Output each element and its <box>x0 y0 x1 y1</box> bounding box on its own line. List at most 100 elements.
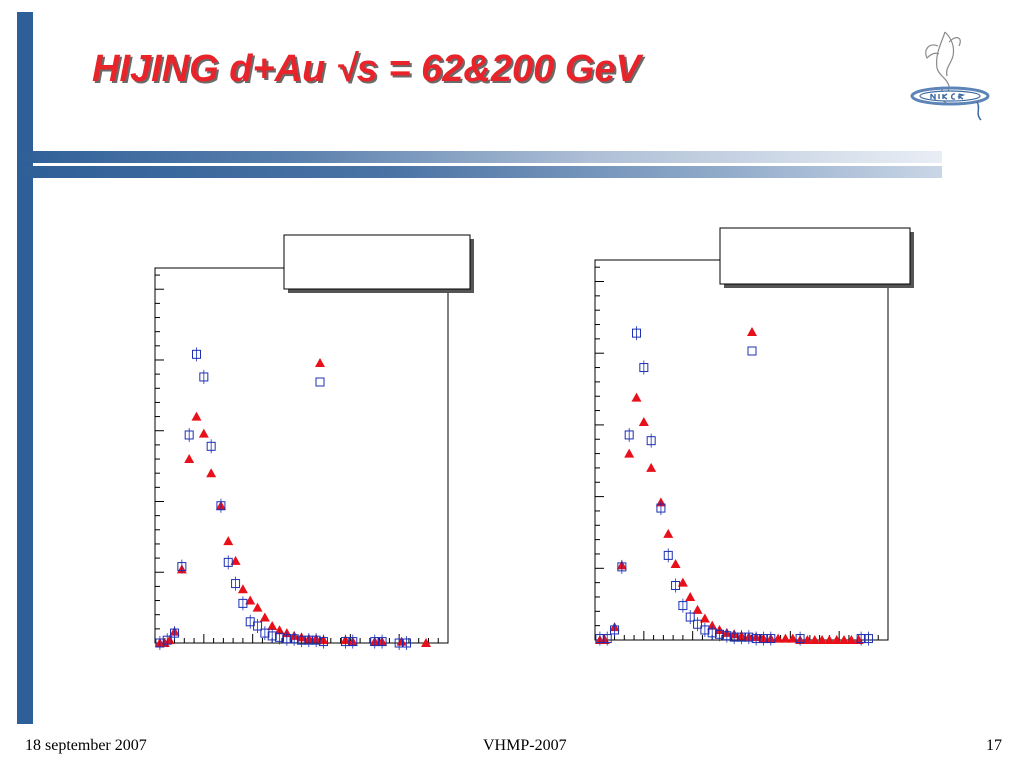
data-point-62gev <box>678 601 688 611</box>
data-point-200gev <box>237 584 248 594</box>
data-point-62gev <box>758 634 768 644</box>
data-point-62gev <box>206 441 216 451</box>
slide-title: HIJING d+Au √s = 62&200 GeV <box>92 48 641 90</box>
footer-page-number: 17 <box>986 737 1002 754</box>
data-point-62gev <box>685 612 695 622</box>
legend <box>747 327 757 356</box>
data-point-62gev <box>348 637 358 647</box>
data-point-200gev <box>184 454 195 464</box>
data-point-62gev <box>693 619 703 629</box>
data-point-62gev <box>238 598 248 608</box>
data-point-62gev <box>370 637 380 647</box>
data-point-200gev <box>685 591 696 601</box>
data-point-200gev <box>773 633 784 643</box>
left-accent-bar <box>17 12 33 724</box>
data-point-62gev <box>253 621 263 631</box>
y-axis <box>595 266 604 641</box>
institution-logo <box>910 31 990 121</box>
data-point-62gev <box>663 550 673 560</box>
legend-marker-square <box>315 377 325 387</box>
title-box <box>719 227 911 285</box>
data-point-200gev <box>206 468 217 478</box>
plot-frame <box>154 267 449 644</box>
data-point-62gev <box>656 503 666 513</box>
data-point-200gev <box>802 635 813 644</box>
data-point-62gev <box>394 638 404 648</box>
data-point-200gev <box>252 602 263 612</box>
orbit-ring <box>910 86 990 106</box>
data-point-200gev <box>780 633 791 643</box>
data-point-62gev <box>267 631 277 641</box>
footer-date: 18 september 2007 <box>25 737 147 754</box>
data-point-62gev <box>170 628 180 638</box>
data-point-200gev <box>624 448 635 458</box>
data-point-62gev <box>297 635 306 645</box>
data-point-62gev <box>304 635 314 645</box>
data-point-62gev <box>610 625 620 635</box>
data-point-62gev <box>856 634 866 644</box>
data-point-200gev <box>670 559 681 568</box>
data-point-62gev <box>177 562 187 572</box>
data-point-200gev <box>638 417 649 427</box>
data-point-62gev <box>715 629 725 639</box>
data-point-200gev <box>809 635 820 644</box>
data-point-62gev <box>639 363 649 373</box>
data-point-200gev <box>198 428 209 438</box>
data-point-200gev <box>787 633 798 643</box>
data-point-200gev <box>839 635 850 644</box>
chart-svg <box>594 227 914 646</box>
series-1 <box>155 347 411 650</box>
data-point-62gev <box>624 430 634 440</box>
data-point-200gev <box>267 621 278 631</box>
data-point-62gev <box>199 372 209 382</box>
data-point-62gev <box>282 634 292 644</box>
data-point-200gev <box>699 613 710 623</box>
data-point-200gev <box>230 555 241 565</box>
header-divider-bottom <box>17 166 942 178</box>
data-point-200gev <box>259 612 270 622</box>
data-point-62gev <box>737 632 746 642</box>
data-point-62gev <box>632 328 642 338</box>
data-point-62gev <box>595 634 605 644</box>
data-point-62gev <box>155 638 165 648</box>
header-divider-top <box>17 151 942 163</box>
data-point-200gev <box>646 462 657 472</box>
data-point-200gev <box>631 392 642 402</box>
data-point-62gev <box>700 625 710 635</box>
legend <box>315 358 325 387</box>
data-point-200gev <box>707 620 718 630</box>
data-point-200gev <box>663 528 674 538</box>
data-point-62gev <box>275 632 285 642</box>
logo-lettering <box>930 93 966 101</box>
data-point-62gev <box>795 634 805 644</box>
data-point-200gev <box>824 635 835 644</box>
data-point-62gev <box>377 637 387 647</box>
data-point-62gev <box>751 634 761 644</box>
data-point-62gev <box>707 628 717 638</box>
data-point-200gev <box>191 411 202 421</box>
data-point-62gev <box>162 635 172 645</box>
data-point-200gev <box>274 625 285 635</box>
data-point-62gev <box>289 634 299 644</box>
data-point-62gev <box>311 635 321 645</box>
data-point-62gev <box>216 501 226 511</box>
data-point-200gev <box>692 604 703 614</box>
data-point-62gev <box>863 634 873 644</box>
data-point-62gev <box>646 436 656 446</box>
chart-quench-off <box>80 230 480 690</box>
data-point-62gev <box>340 637 350 647</box>
data-point-62gev <box>722 631 732 641</box>
data-point-62gev <box>729 632 739 642</box>
data-point-200gev <box>677 577 688 587</box>
footer-conference: VHMP-2007 <box>483 737 567 754</box>
data-point-200gev <box>245 595 256 605</box>
data-point-200gev <box>421 638 432 647</box>
data-point-62gev <box>223 557 233 567</box>
data-point-62gev <box>766 634 776 644</box>
chart-quench-on <box>520 222 920 682</box>
data-point-62gev <box>192 349 202 359</box>
chart-svg <box>154 234 474 650</box>
legend-marker-triangle <box>747 327 757 336</box>
plot-frame <box>594 259 889 641</box>
data-point-62gev <box>401 638 411 648</box>
